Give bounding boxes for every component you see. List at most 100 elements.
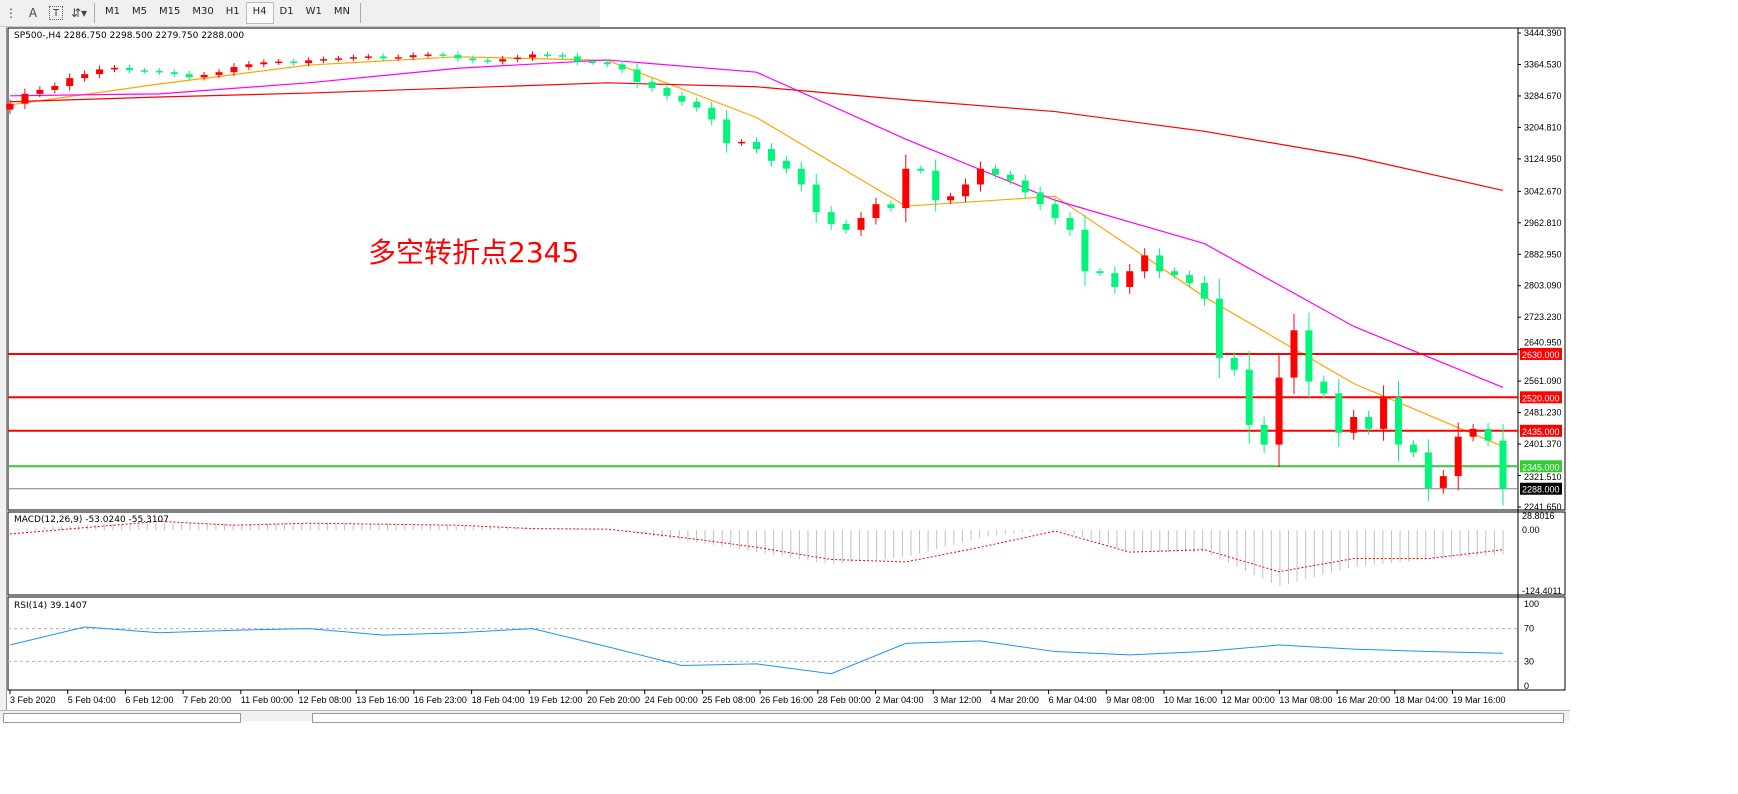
- candle-body: [797, 168, 805, 185]
- candle-body: [558, 55, 566, 57]
- time-tick-label: 24 Feb 00:00: [645, 695, 698, 705]
- candle-body: [349, 57, 357, 59]
- time-tick-label: 6 Feb 12:00: [125, 695, 173, 705]
- candle-body: [1230, 357, 1238, 370]
- candle-body: [215, 72, 223, 75]
- annotation-text[interactable]: 多空转折点2345: [368, 236, 579, 269]
- timeframe-h4[interactable]: H4: [245, 2, 274, 24]
- candle-body: [334, 58, 342, 60]
- candle-body: [439, 54, 447, 56]
- rsi-label: RSI(14) 39.1407: [14, 601, 87, 611]
- timeframe-w1[interactable]: W1: [305, 6, 322, 17]
- candle-body: [872, 204, 880, 218]
- candle-body: [469, 58, 477, 61]
- time-tick-label: 16 Mar 20:00: [1337, 695, 1390, 705]
- candle-body: [1320, 381, 1328, 394]
- candle-body: [305, 60, 313, 64]
- candle-body: [1081, 229, 1089, 272]
- candle-body: [1156, 255, 1164, 272]
- rsi-tick-label: 100: [1524, 599, 1539, 609]
- candle-body: [976, 168, 984, 185]
- candle-body: [663, 87, 671, 96]
- level-price-tag: [1520, 460, 1562, 473]
- timeframe-d1[interactable]: D1: [279, 6, 294, 17]
- price-axis: 3444.390 3364.530 3284.670 3204.810 3124.950…: [1518, 28, 1562, 512]
- candle-body: [1185, 275, 1193, 284]
- chart-tab[interactable]: [3, 713, 241, 723]
- candle-body: [1409, 444, 1417, 453]
- timeframe-list: M1 M5 M15 M30 H1 H4 D1 W1 MN: [99, 2, 356, 24]
- rsi-tick-label: 30: [1524, 656, 1534, 666]
- macd-panel-frame: [7, 511, 1566, 596]
- candle-body: [81, 74, 89, 79]
- level-price-label: 2345.000: [1522, 462, 1560, 472]
- candle-body: [543, 54, 551, 56]
- timeframe-m30[interactable]: M30: [192, 6, 214, 17]
- candle-body: [1394, 397, 1402, 445]
- price-tick-label: 2803.090: [1524, 281, 1562, 291]
- candle-body: [678, 95, 686, 102]
- text-icon[interactable]: A: [28, 6, 38, 20]
- candle-body: [1350, 417, 1358, 433]
- time-tick-label: 13 Feb 16:00: [356, 695, 409, 705]
- text-label-icon[interactable]: T: [49, 6, 63, 20]
- time-tick-label: 7 Feb 20:00: [183, 695, 231, 705]
- candle-body: [827, 212, 835, 224]
- chart-canvas[interactable]: 2630.000 2520.000 2435.000 2345.000 2288.000…: [0, 0, 1738, 710]
- macd-tick-label: 0.00: [1522, 525, 1540, 535]
- timeframe-m15[interactable]: M15: [159, 6, 181, 17]
- price-tick-label: 2561.090: [1524, 376, 1562, 386]
- candle-body: [1365, 417, 1373, 429]
- candle-body: [1380, 397, 1388, 429]
- timeframe-mn[interactable]: MN: [333, 6, 350, 17]
- candle-body: [1096, 271, 1104, 274]
- time-tick-label: 18 Mar 04:00: [1395, 695, 1448, 705]
- candle-body: [379, 56, 387, 59]
- moving-average-line-2: [9, 82, 1504, 191]
- candle-body: [1305, 330, 1313, 382]
- candle-body: [454, 54, 462, 59]
- price-tick-label: 2882.950: [1524, 249, 1562, 259]
- time-tick-label: 19 Feb 12:00: [529, 695, 582, 705]
- candle-body: [782, 160, 790, 169]
- candle-body: [1111, 273, 1119, 287]
- chart-tab[interactable]: [312, 713, 1564, 723]
- candle-body: [962, 184, 970, 197]
- rsi-tick-label: 70: [1524, 624, 1534, 634]
- period-separator-icon[interactable]: ⋮: [5, 6, 17, 20]
- candle-body: [1469, 428, 1477, 437]
- timeframe-m5[interactable]: M5: [132, 6, 147, 17]
- candle-body: [991, 168, 999, 175]
- arrows-icon[interactable]: ⇵▾: [70, 6, 88, 20]
- candle-body: [260, 62, 268, 65]
- price-tick-label: 3042.670: [1524, 186, 1562, 196]
- candle-body: [409, 55, 417, 58]
- candle-body: [1454, 436, 1462, 477]
- time-tick-label: 26 Feb 16:00: [760, 695, 813, 705]
- bottom-tab-bar: [0, 710, 1738, 794]
- time-tick-label: 19 Mar 16:00: [1453, 695, 1506, 705]
- candle-body: [66, 78, 74, 86]
- candle-body: [320, 59, 328, 61]
- candle-body: [185, 74, 193, 78]
- timeframe-h1[interactable]: H1: [225, 6, 240, 17]
- level-price-tag: [1520, 347, 1562, 360]
- candle-body: [1200, 283, 1208, 299]
- rsi-panel-frame: [7, 596, 1566, 691]
- macd-tick-label: 28.8016: [1522, 511, 1555, 521]
- candle-body: [917, 168, 925, 171]
- chart-tabs: [0, 710, 1570, 723]
- candle-body: [424, 54, 432, 56]
- candle-body: [529, 54, 537, 58]
- macd-label: MACD(12,26,9) -53.0240 -55.3107: [14, 515, 169, 525]
- candle-body: [588, 61, 596, 64]
- timeframe-m1[interactable]: M1: [105, 6, 120, 17]
- price-tick-label: 2723.230: [1524, 312, 1562, 322]
- time-axis: 3 Feb 2020 5 Feb 04:00 6 Feb 12:00 7 Feb 20…: [9, 690, 1506, 705]
- moving-averages: [9, 56, 1504, 448]
- candle-body: [723, 119, 731, 144]
- time-tick-label: 9 Mar 08:00: [1106, 695, 1154, 705]
- macd-tick-label: -124.4011: [1522, 586, 1562, 596]
- candle-body: [753, 141, 760, 150]
- candle-body: [6, 103, 14, 110]
